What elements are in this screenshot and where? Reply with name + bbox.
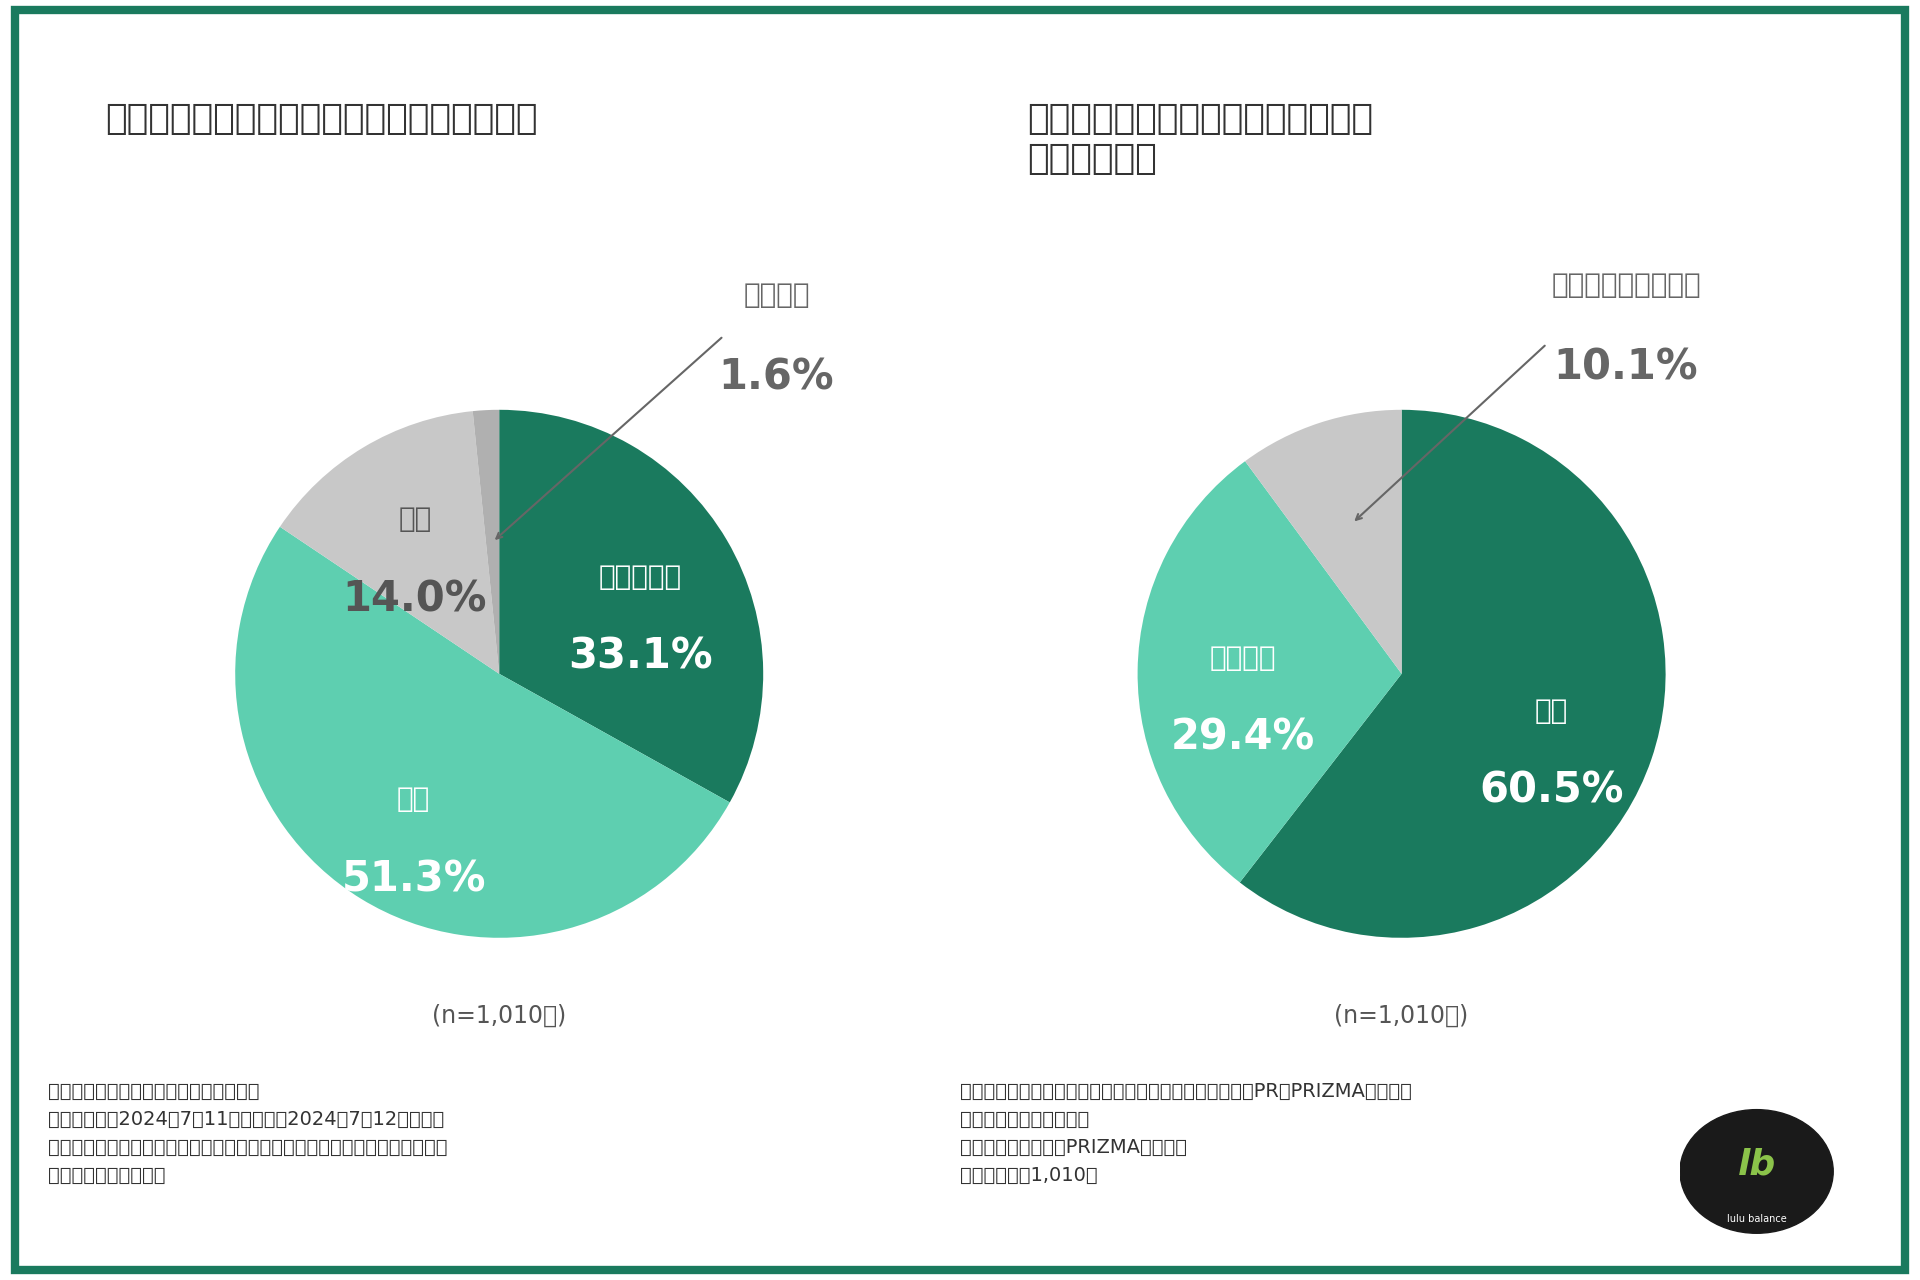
Text: 全くない: 全くない [743, 282, 810, 310]
Text: (n=1,010人): (n=1,010人) [432, 1004, 566, 1028]
Text: 10.1%: 10.1% [1553, 347, 1699, 388]
Wedge shape [1240, 410, 1665, 938]
Wedge shape [236, 527, 730, 938]
Text: 今後ピラティススタジオは流行ると
思いますか？: 今後ピラティススタジオは流行ると 思いますか？ [1027, 102, 1373, 175]
Text: 《調査概要：「ジム運営」の実態調査》
・調査期間：2024年7月11日（木）～2024年7月12日（金）
・調査対象：調査回答時にスポーツインストラクターまたは: 《調査概要：「ジム運営」の実態調査》 ・調査期間：2024年7月11日（木）～2… [48, 1082, 447, 1184]
Text: 思う: 思う [1534, 698, 1569, 724]
Wedge shape [280, 411, 499, 673]
Text: 51.3%: 51.3% [342, 859, 486, 900]
Text: ない: ない [397, 506, 432, 534]
Text: (n=1,010人): (n=1,010人) [1334, 1004, 1469, 1028]
Circle shape [1680, 1110, 1834, 1234]
Text: ・調査方法：リンクアンドパートナーズが提供する調査PR「PRIZMA」による
　　インターネット調査
・モニター提供元：PRIZMAリサーチ
・調査人数：1,0: ・調査方法：リンクアンドパートナーズが提供する調査PR「PRIZMA」による イ… [960, 1082, 1411, 1184]
Text: 思わない: 思わない [1210, 644, 1277, 672]
Text: 33.1%: 33.1% [568, 636, 712, 678]
Text: 60.5%: 60.5% [1478, 771, 1624, 812]
Wedge shape [499, 410, 764, 803]
Text: どちらともいえない: どちらともいえない [1551, 271, 1701, 300]
Text: とてもある: とてもある [599, 563, 682, 591]
Text: 1.6%: 1.6% [718, 357, 833, 399]
Text: ピラティスに対する関心度を教えてください: ピラティスに対する関心度を教えてください [106, 102, 538, 137]
Text: 29.4%: 29.4% [1171, 717, 1315, 759]
Wedge shape [472, 410, 499, 673]
Text: lb: lb [1738, 1147, 1776, 1181]
Wedge shape [1139, 461, 1402, 882]
Text: lulu balance: lulu balance [1726, 1213, 1786, 1224]
Text: 14.0%: 14.0% [344, 579, 488, 621]
Text: ある: ある [397, 786, 430, 813]
Wedge shape [1244, 410, 1402, 673]
